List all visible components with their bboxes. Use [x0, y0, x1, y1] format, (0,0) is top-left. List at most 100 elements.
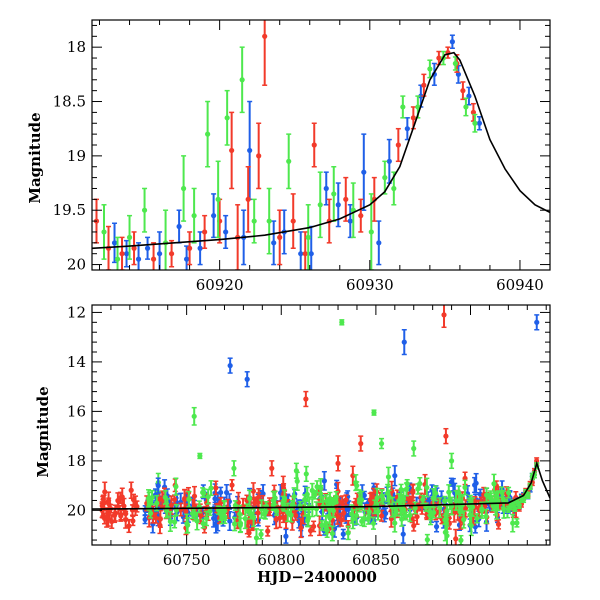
top-blue-series-point: [211, 193, 217, 239]
top-red-series-point: [202, 214, 208, 250]
bottom-red-series-point: [256, 492, 262, 503]
bottom-green-series-point: [514, 518, 520, 528]
bottom-xlabel: HJD−2400000: [257, 568, 377, 586]
bottom-green-series-point: [479, 501, 485, 517]
bottom-green-series-point: [361, 509, 367, 528]
bottom-green-series-point: [258, 529, 264, 540]
bottom-blue-series-point: [155, 477, 161, 494]
top-green-series-point: [305, 204, 311, 270]
bottom-y-tick-label: 16: [67, 402, 86, 420]
bottom-red-series-point: [157, 516, 163, 535]
bottom-blue-series-point: [244, 371, 250, 388]
top-ylabel: Magnitude: [26, 112, 44, 203]
top-green-series-point: [317, 171, 323, 239]
top-blue-series-point: [176, 209, 182, 244]
top-model-curve: [92, 51, 550, 250]
bottom-blue-series-point: [534, 314, 540, 331]
bottom-green-series-point: [399, 511, 405, 527]
bottom-green-series-point: [232, 516, 238, 532]
bottom-green-series-point: [242, 508, 248, 530]
top-green-series-point: [101, 204, 107, 260]
bottom-green-series-point: [484, 487, 490, 503]
bottom-ylabel: Magnitude: [34, 386, 52, 477]
bottom-green-series-point: [291, 487, 297, 506]
bottom-red-series-point: [411, 519, 417, 532]
bottom-green-series-point: [253, 528, 260, 545]
top-blue-series-point: [144, 236, 151, 260]
bottom-blue-series-point: [224, 484, 230, 501]
top-blue-series-point: [347, 204, 353, 239]
top-blue-series-point: [323, 171, 329, 206]
bottom-x-tick-label: 60750: [163, 551, 211, 569]
bottom-blue-series-point: [450, 477, 456, 492]
bottom-green-series-point: [237, 517, 243, 534]
bottom-green-series-point: [446, 484, 452, 501]
top-red-series-point: [229, 111, 235, 190]
bottom-red-series-point: [358, 435, 364, 452]
top-blue-series-point: [271, 220, 277, 266]
bottom-green-series-point: [468, 514, 474, 537]
bottom-panel: Magnitude HJD−2400000 60750 60800 60850 609…: [34, 303, 551, 586]
bottom-green-series-point: [333, 491, 339, 503]
top-blue-series-point: [298, 231, 304, 270]
bottom-green-series-point: [356, 489, 363, 510]
top-red-series-point: [343, 176, 349, 222]
bottom-green-series-point: [385, 466, 392, 488]
bottom-green-series-point: [184, 513, 190, 534]
bottom-x-tick-label: 60800: [257, 551, 305, 569]
bottom-green-series-point: [288, 507, 294, 523]
bottom-green-series-point: [483, 508, 489, 524]
bottom-green-series-point: [370, 516, 377, 530]
top-green-series-point: [224, 89, 230, 146]
bottom-green-series-point: [411, 440, 417, 457]
top-x-tick-label: 60920: [196, 276, 244, 294]
top-blue-series-point: [111, 222, 118, 264]
bottom-green-series-point: [375, 502, 381, 521]
top-blue-series-point: [386, 138, 392, 184]
top-green-series-point: [114, 236, 121, 270]
bottom-green-series-point: [231, 460, 237, 477]
top-blue-series-point: [466, 86, 472, 106]
bottom-green-series-point: [457, 494, 463, 511]
bottom-green-series-point: [417, 476, 423, 491]
bottom-blue-series-point: [340, 528, 346, 540]
bottom-blue-series-point: [227, 357, 233, 374]
top-red-series-point: [245, 165, 251, 233]
top-red-series-point: [445, 46, 451, 59]
bottom-green-series-point: [424, 533, 430, 545]
top-red-series-point: [421, 73, 427, 97]
bottom-green-series-point: [154, 494, 160, 512]
bottom-red-series-point: [303, 390, 309, 408]
bottom-red-series-point: [213, 480, 219, 496]
top-panel: Magnitude 60920 60930 60940 18 18.5 19 19.5 20: [26, 19, 551, 294]
bottom-red-series-point: [255, 502, 261, 524]
bottom-green-series-point: [458, 534, 464, 545]
bottom-red-series-point: [495, 519, 502, 530]
bottom-green-series-point: [200, 518, 206, 529]
bottom-green-series-point: [319, 519, 325, 531]
top-green-series-point: [205, 100, 211, 168]
top-red-series-point: [290, 193, 296, 250]
top-red-series-point: [395, 127, 401, 163]
bottom-green-series-point: [172, 515, 178, 529]
bottom-green-series-point: [314, 480, 320, 494]
bottom-red-series-point: [265, 525, 271, 537]
bottom-green-series-point: [186, 490, 192, 508]
bottom-green-series-point: [350, 509, 356, 530]
top-blue-series-point: [376, 220, 382, 266]
bottom-red-series-point: [130, 515, 136, 527]
bottom-blue-series-point: [383, 507, 389, 520]
bottom-green-series-point: [339, 319, 345, 326]
bottom-blue-series-point: [401, 328, 407, 356]
top-green-series-point: [427, 59, 433, 79]
bottom-green-series-point: [379, 489, 385, 503]
top-blue-series-point: [123, 239, 130, 268]
bottom-green-series-point: [261, 509, 268, 520]
top-green-series-point: [452, 56, 458, 71]
top-y-tick-label: 19.5: [53, 201, 86, 219]
top-red-series-point: [460, 81, 466, 101]
top-red-series-point: [470, 102, 477, 122]
bottom-x-tick-label: 60850: [352, 551, 400, 569]
bottom-y-tick-label: 12: [67, 303, 86, 321]
bottom-red-series-point: [405, 491, 412, 505]
